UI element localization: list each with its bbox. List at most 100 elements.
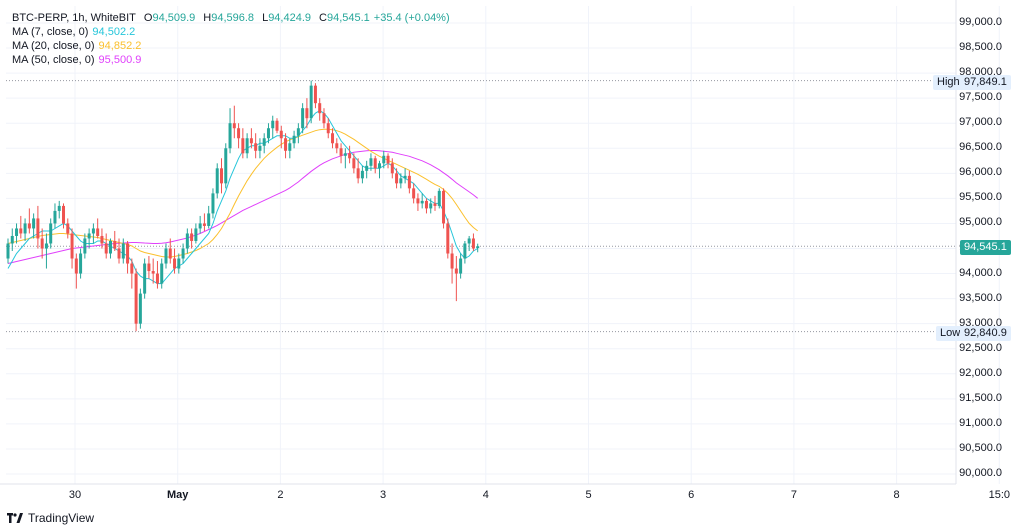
candle-body xyxy=(177,258,181,269)
candle-body xyxy=(459,258,463,274)
time-axis-label: 7 xyxy=(790,489,797,501)
symbol-label[interactable]: BTC-PERP, 1h, WhiteBIT xyxy=(12,12,136,24)
price-axis-label: 90,500.0 xyxy=(959,441,1002,454)
candle-body xyxy=(181,248,185,259)
candle-body xyxy=(155,273,159,284)
candle-body xyxy=(108,240,112,254)
candle-body xyxy=(6,243,10,259)
candle-body xyxy=(117,248,121,259)
candle-body xyxy=(15,228,19,236)
price-axis-label: 95,000.0 xyxy=(959,216,1002,229)
candle-body xyxy=(10,235,14,244)
candle-body xyxy=(377,163,381,169)
candle-body xyxy=(424,200,428,209)
ma7-label: MA (7, close, 0) xyxy=(12,26,89,38)
candle-body xyxy=(220,168,223,184)
candle-body xyxy=(407,175,411,189)
candle-body xyxy=(395,173,399,184)
candle-body xyxy=(369,158,373,166)
price-axis-label: 93,000.0 xyxy=(959,316,1002,329)
candle-body xyxy=(275,120,279,131)
high-tag-value: 97,849.1 xyxy=(960,75,1011,90)
candle-body xyxy=(262,138,266,146)
time-axis-label: 30 xyxy=(68,489,82,501)
low-value: 94,424.9 xyxy=(268,12,312,24)
ma20-legend-row[interactable]: MA (20, close, 0) 94,852.2 xyxy=(12,39,450,53)
candle-body xyxy=(241,138,245,154)
candle-body xyxy=(254,143,258,151)
ma20-line xyxy=(7,128,479,258)
close-value: 94,545.1 xyxy=(326,12,370,24)
candle-body xyxy=(100,235,104,244)
price-axis-label: 92,500.0 xyxy=(959,341,1002,354)
candle-body xyxy=(79,253,83,274)
price-axis-label: 92,000.0 xyxy=(959,366,1002,379)
candle-body xyxy=(412,188,416,199)
candle-body xyxy=(292,135,296,144)
candle-body xyxy=(40,238,44,249)
candle-body xyxy=(194,228,198,241)
candle-body xyxy=(429,203,433,209)
candle-body xyxy=(237,128,241,139)
candle-body xyxy=(83,238,87,254)
candle-body xyxy=(326,123,330,134)
candle-body xyxy=(126,243,130,264)
candle-body xyxy=(335,143,339,149)
ma7-value: 94,502.2 xyxy=(92,26,136,38)
candle-body xyxy=(296,128,300,136)
candle-body xyxy=(390,163,394,174)
candle-body xyxy=(382,155,386,164)
candle-body xyxy=(23,223,27,234)
price-axis-label: 93,500.0 xyxy=(959,291,1002,304)
candle-body xyxy=(96,228,100,236)
candle-body xyxy=(70,233,74,259)
price-axis-label: 96,000.0 xyxy=(959,166,1002,179)
high-value: 94,596.8 xyxy=(211,12,255,24)
ma7-legend-row[interactable]: MA (7, close, 0) 94,502.2 xyxy=(12,25,450,39)
candle-body xyxy=(49,223,53,244)
candle-body xyxy=(348,153,352,159)
price-axis-label: 98,500.0 xyxy=(959,41,1002,54)
ma20-label: MA (20, close, 0) xyxy=(12,40,95,52)
price-axis-label: 99,000.0 xyxy=(959,16,1002,28)
candle-body xyxy=(309,85,313,119)
candle-body xyxy=(313,85,317,104)
candle-body xyxy=(57,205,61,211)
candle-body xyxy=(433,203,437,206)
price-axis-label: 90,000.0 xyxy=(959,467,1002,479)
ma50-value: 95,500.9 xyxy=(98,54,142,66)
candle-body xyxy=(373,158,377,169)
candle-body xyxy=(147,263,151,272)
price-axis-label: 95,500.0 xyxy=(959,191,1002,204)
candle-body xyxy=(151,271,155,274)
candle-body xyxy=(121,243,125,259)
chart-legend: BTC-PERP, 1h, WhiteBIT O 94,509.9 H 94,596… xyxy=(12,11,450,67)
candle-body xyxy=(211,193,215,214)
open-label: O xyxy=(143,12,153,24)
candle-body xyxy=(74,258,78,274)
time-axis-label: 6 xyxy=(688,489,695,501)
candle-body xyxy=(245,138,249,154)
candle-body xyxy=(143,263,147,294)
candle-body xyxy=(258,145,262,151)
candle-body xyxy=(32,218,36,229)
low-tag-value: 92,840.9 xyxy=(960,326,1011,341)
candle-body xyxy=(339,148,343,156)
candle-body xyxy=(44,243,48,249)
candle-body xyxy=(215,168,219,194)
candle-body xyxy=(386,155,390,164)
candle-body xyxy=(27,223,31,229)
ma50-legend-row[interactable]: MA (50, close, 0) 95,500.9 xyxy=(12,53,450,67)
price-axis-label: 94,000.0 xyxy=(959,266,1002,279)
candle-body xyxy=(91,228,95,234)
time-axis-label: 3 xyxy=(380,489,387,501)
tradingview-brand[interactable]: TradingView xyxy=(7,511,94,525)
candle-body xyxy=(185,233,189,249)
candle-body xyxy=(420,200,424,204)
price-axis-label: 97,500.0 xyxy=(959,91,1002,104)
price-axis-label: 91,000.0 xyxy=(959,416,1002,429)
price-axis-label: 91,500.0 xyxy=(959,391,1002,404)
candle-body xyxy=(343,153,347,156)
candle-body xyxy=(416,198,420,204)
